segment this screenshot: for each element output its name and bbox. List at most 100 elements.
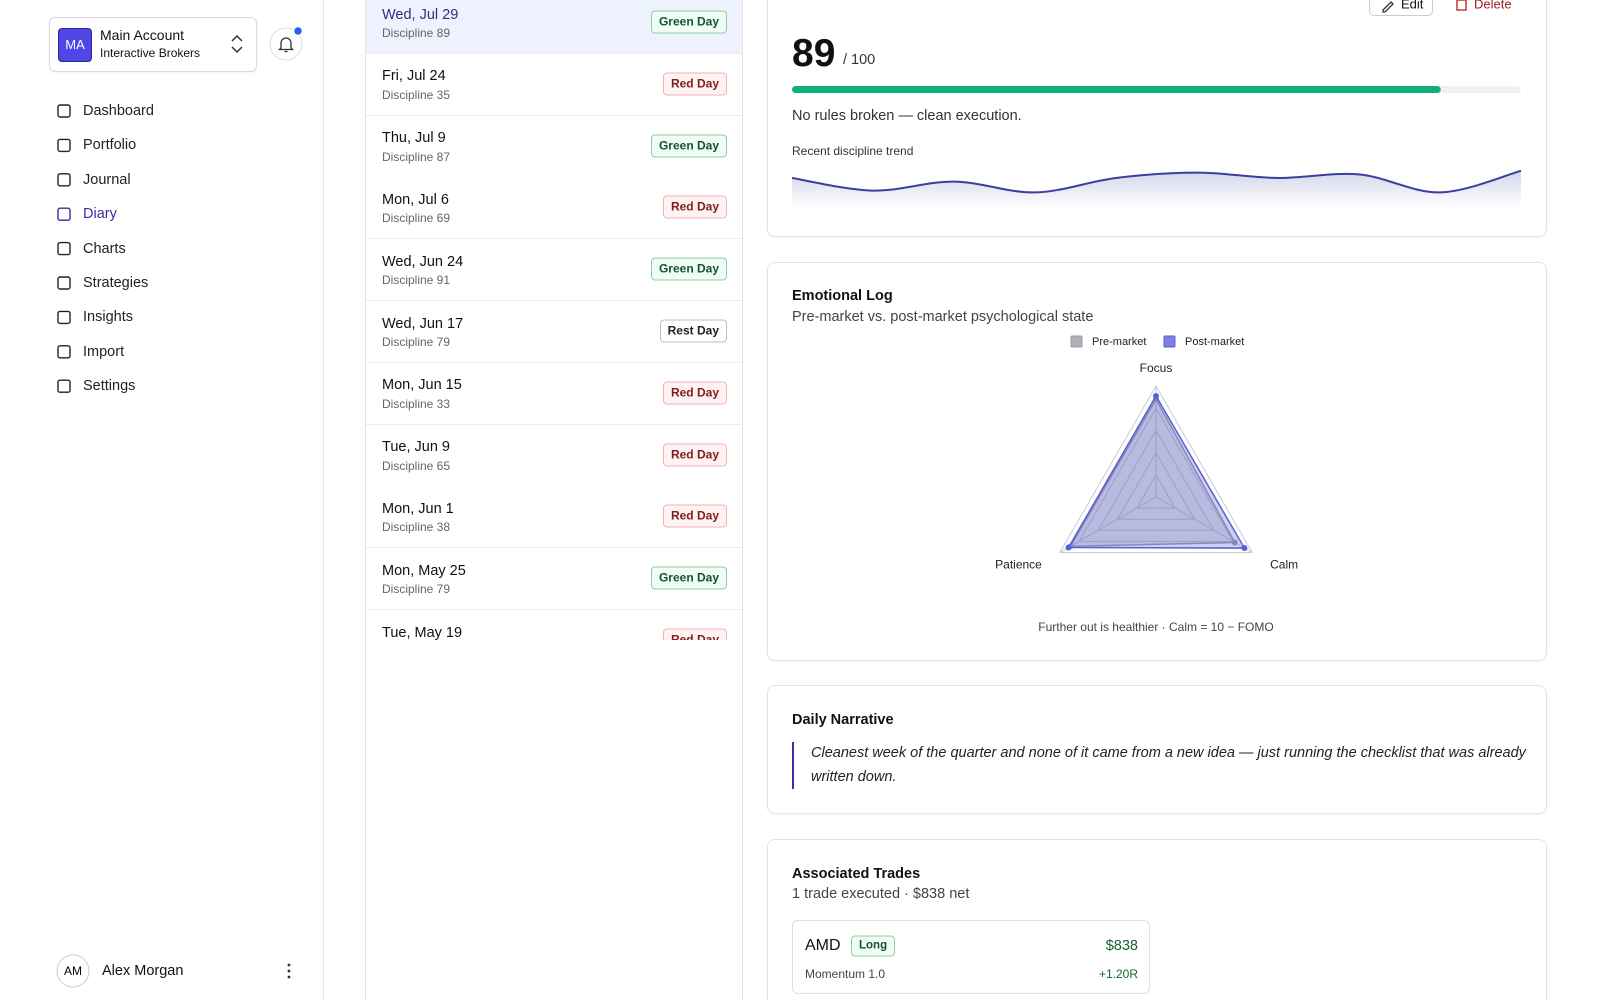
entry-discipline: Discipline 35 [382, 87, 451, 102]
radar-point [1153, 392, 1159, 399]
radar-spoke [1059, 496, 1157, 553]
entry-discipline: Discipline 33 [382, 396, 451, 411]
diary-entry[interactable]: Mon, Jul 6 Discipline 69 Red Day [366, 177, 742, 240]
entry-date: Mon, Jul 6 [382, 191, 449, 208]
card-subtitle: 1 trade executed · $838 net [792, 886, 970, 902]
entry-tag: Green Day [650, 566, 727, 590]
entry-tag: Green Day [650, 10, 727, 34]
nav-icon [57, 345, 71, 359]
radar-area [1069, 397, 1237, 548]
legend-swatch [1163, 335, 1176, 348]
radar-point [1231, 539, 1238, 546]
chevron-icon [231, 34, 243, 54]
radar-point [1241, 545, 1248, 552]
account-broker: Interactive Brokers [100, 46, 201, 60]
entry-tag: Red Day [662, 72, 727, 96]
diary-entry[interactable]: Fri, Jul 24 Discipline 35 Red Day [366, 53, 742, 116]
delete-icon [1456, 0, 1467, 11]
entry-date: Mon, Jun 15 [382, 377, 462, 394]
rules-note: No rules broken — clean execution. [792, 108, 1022, 124]
entry-date: Thu, Jul 9 [382, 130, 446, 147]
trade-r: +1.20R [1098, 967, 1138, 981]
radar-point [1065, 544, 1072, 551]
entry-date: Wed, Jul 29 [382, 6, 459, 23]
radar-axis-label: Patience [995, 558, 1042, 572]
nav-item[interactable]: Settings [83, 378, 136, 395]
nav-icon [57, 241, 71, 256]
trade-card[interactable] [792, 920, 1150, 994]
edit-button[interactable] [1369, 0, 1433, 16]
entry-date: Tue, May 19 [382, 624, 463, 641]
diary-entry[interactable]: Mon, Jun 1 Discipline 38 Red Day [366, 486, 742, 549]
entry-date: Fri, Jul 24 [382, 68, 446, 85]
account-switcher[interactable] [49, 17, 257, 72]
diary-list: Wed, Jul 29 Discipline 89 Green Day Fri, Ju… [366, 0, 742, 640]
legend-swatch [1070, 335, 1083, 348]
trade-pnl: $838 [1105, 938, 1138, 954]
notification-button[interactable] [269, 27, 303, 61]
discipline-score: 89 [792, 32, 836, 75]
nav-item[interactable]: Diary [83, 206, 117, 223]
entry-tag: Red Day [662, 195, 727, 219]
entry-date: Mon, Jun 1 [382, 500, 454, 517]
diary-list-panel [365, 0, 743, 1000]
bell-icon [277, 37, 295, 53]
entry-discipline: Discipline 79 [382, 582, 451, 597]
user-avatar [56, 954, 90, 988]
diary-entry[interactable]: Wed, Jun 24 Discipline 91 Green Day [366, 239, 742, 302]
nav-icon [57, 276, 71, 290]
entry-date: Wed, Jun 17 [382, 315, 464, 332]
nav-icon [57, 310, 71, 325]
account-name: Main Account [100, 27, 185, 43]
nav-icon [57, 138, 71, 153]
trend-area [792, 170, 1521, 207]
diary-entry[interactable]: Thu, Jul 9 Discipline 87 Green Day [366, 115, 742, 178]
nav-icon [57, 104, 71, 118]
radar-grid [1078, 407, 1234, 542]
entry-tag: Red Day [662, 381, 727, 405]
nav-icon [57, 173, 71, 187]
card-title: Daily Narrative [792, 712, 894, 728]
diary-entry[interactable]: Wed, Jun 17 Discipline 79 Rest Day [366, 301, 742, 363]
legend-label: Post-market [1185, 336, 1244, 348]
nav-item[interactable]: Charts [83, 240, 126, 257]
quote-bar [792, 742, 794, 789]
legend-label: Pre-market [1092, 336, 1146, 348]
nav-item[interactable]: Insights [83, 309, 133, 326]
entry-tag: Red Day [662, 443, 727, 467]
entry-discipline: Discipline 38 [382, 520, 451, 535]
edit-icon [1382, 1, 1394, 13]
trade-setup: Momentum 1.0 [805, 967, 886, 981]
sidebar-border [323, 0, 324, 1000]
user-initials: AM [64, 964, 82, 978]
nav-item[interactable]: Journal [83, 171, 131, 188]
nav-icon [57, 379, 71, 393]
entry-tag: Rest Day [659, 319, 727, 343]
trend-line [791, 169, 1522, 194]
card-title: Emotional Log [792, 288, 893, 304]
radar-grid [1116, 451, 1196, 520]
diary-entry[interactable]: Tue, May 19 Red Day [366, 610, 742, 640]
notification-dot [292, 25, 304, 37]
entry-discipline: Discipline 87 [382, 149, 451, 164]
nav-item[interactable]: Portfolio [83, 137, 137, 154]
entry-date: Tue, Jun 9 [382, 439, 450, 456]
score-max: / 100 [843, 52, 876, 68]
nav-icon [57, 207, 71, 221]
entry-discipline: Discipline 79 [382, 335, 451, 349]
radar-area [1067, 394, 1246, 549]
nav-item[interactable]: Import [83, 343, 125, 360]
entry-date: Wed, Jun 24 [382, 253, 464, 270]
diary-entry[interactable]: Wed, Jul 29 Discipline 89 Green Day [366, 0, 742, 54]
user-name: Alex Morgan [102, 963, 184, 979]
diary-entry[interactable]: Tue, Jun 9 Discipline 65 Red Day [366, 424, 742, 487]
nav-item[interactable]: Strategies [83, 275, 149, 291]
diary-entry[interactable]: Mon, May 25 Discipline 79 Green Day [366, 548, 742, 611]
edit-label: Edit [1401, 0, 1424, 12]
delete-label[interactable]: Delete [1474, 0, 1512, 12]
diary-entry[interactable]: Mon, Jun 15 Discipline 33 Red Day [366, 362, 742, 425]
nav-item[interactable]: Dashboard [83, 103, 154, 119]
entry-tag: Green Day [650, 257, 727, 281]
emotional-log-card [767, 262, 1547, 661]
